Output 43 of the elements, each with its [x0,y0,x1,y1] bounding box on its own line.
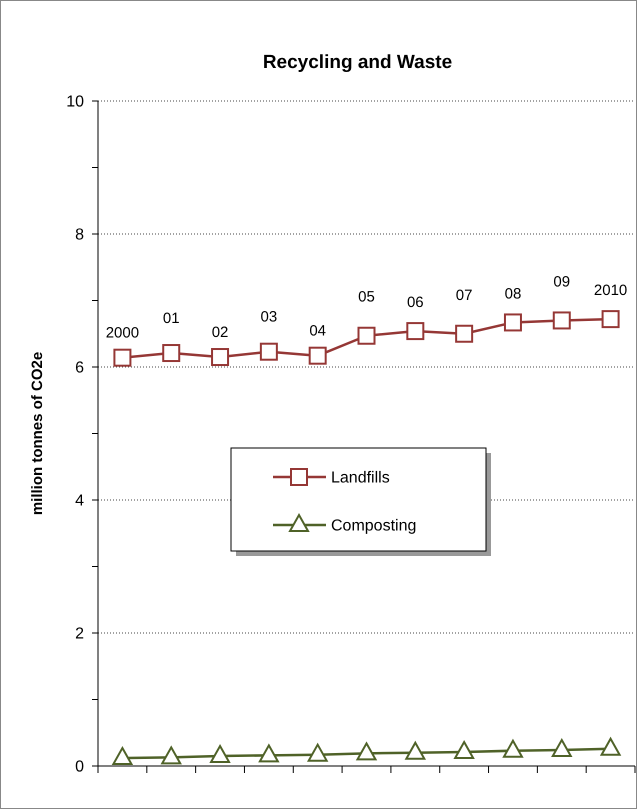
x-tick-label: 01 [162,310,180,328]
point [454,741,474,760]
point [504,313,522,332]
x-tick-label: 2000 [106,324,140,342]
chart-title: Recycling and Waste [262,52,452,73]
point [600,738,621,756]
point [260,342,278,361]
point [405,742,426,760]
point [308,346,327,365]
point [162,344,180,362]
x-tick-label: 02 [212,324,228,342]
point [602,310,620,328]
point [113,348,132,367]
legend-label: Composting [331,518,416,535]
x-tick-label: 04 [309,322,326,340]
y-tick-label: 2 [75,626,84,643]
point [258,744,279,762]
point [112,747,132,766]
y-tick-label: 4 [75,492,84,510]
legend-label: Landfills [331,470,390,487]
x-tick-label: 06 [406,294,424,312]
point [455,324,474,343]
x-tick-label: 2010 [594,282,628,300]
y-tick-label: 0 [75,758,84,776]
point [358,326,376,345]
y-tick-label: 6 [75,360,84,377]
x-tick-label: 07 [456,286,472,304]
point [552,311,571,330]
point [161,746,182,764]
x-tick-label: 08 [504,285,522,302]
point [552,739,572,758]
y-axis-title: million tonnes of CO2e [29,352,46,516]
y-tick-label: 10 [66,94,84,111]
point [210,745,230,764]
point [356,742,376,760]
x-tick-label: 05 [358,288,375,306]
y-tick-label: 8 [75,226,84,244]
x-tick-label: 03 [260,308,278,326]
point [211,348,230,366]
x-tick-label: 09 [553,273,570,290]
point [308,744,328,762]
point [502,740,523,758]
point [406,322,424,340]
